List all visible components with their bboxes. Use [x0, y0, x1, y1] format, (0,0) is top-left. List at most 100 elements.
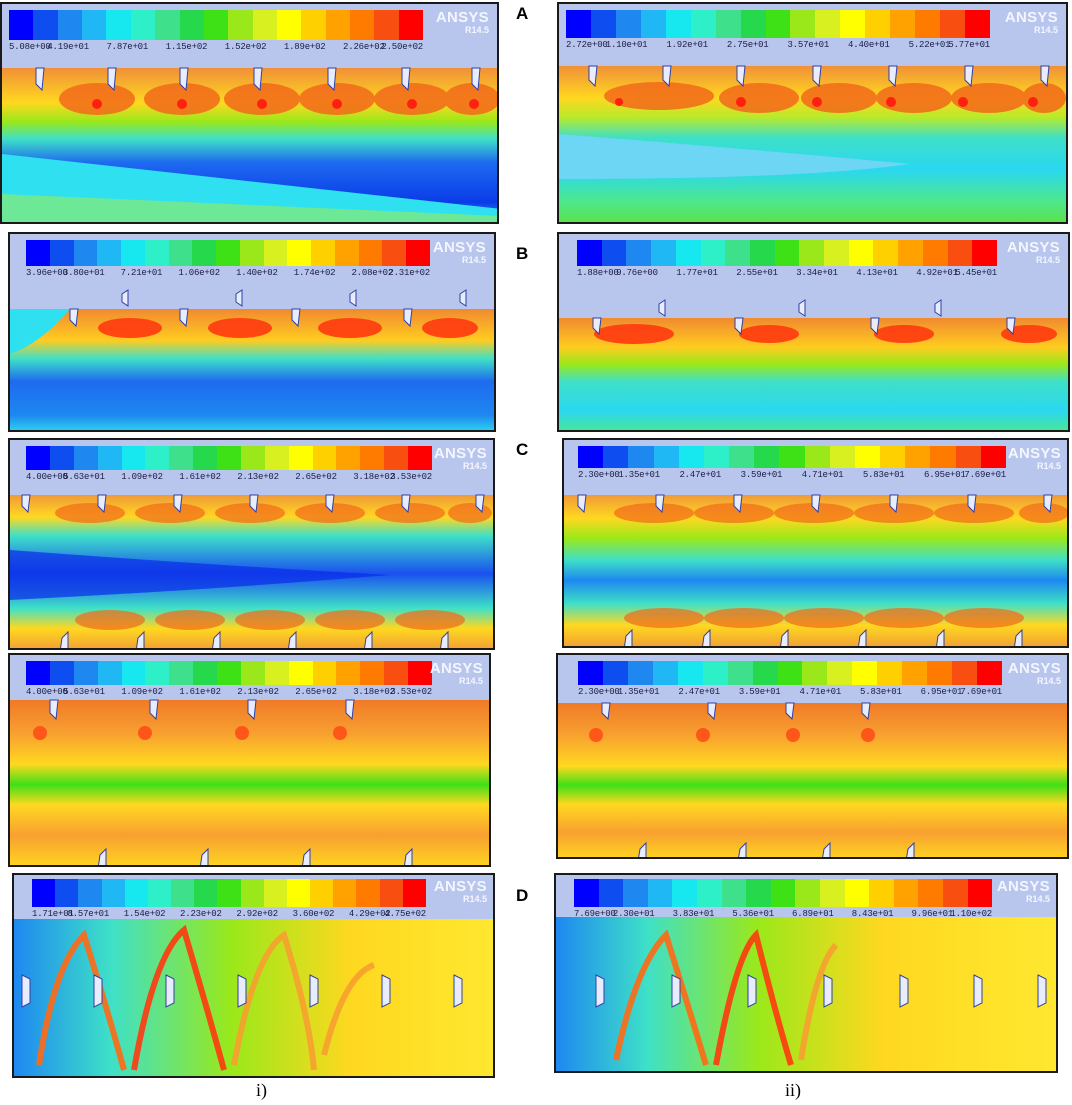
colorbar	[32, 879, 426, 907]
colorbar-swatch	[893, 879, 919, 907]
colorbar-swatch	[252, 10, 277, 40]
colorbar-swatch	[854, 446, 881, 468]
colorbar-tick-label: 4.19e+01	[47, 42, 89, 52]
colorbar-swatch	[652, 661, 678, 685]
colorbar-tick-label: 7.69e+00	[574, 909, 616, 919]
colorbar-tick-label: 2.30e+00	[578, 687, 620, 697]
colorbar-swatch	[336, 446, 361, 470]
colorbar-tick-labels: 3.96e+00 3.80e+01 7.21e+01 1.06e+02 1.40e+02…	[26, 268, 430, 279]
colorbar-swatch	[942, 879, 968, 907]
colorbar-swatch	[288, 446, 313, 470]
colorbar-tick-label: 1.35e+01	[617, 687, 660, 697]
colorbar-swatch	[977, 661, 1002, 685]
colorbar-swatch	[193, 446, 217, 470]
colorbar-swatch	[169, 446, 194, 470]
colorbar-swatch	[677, 661, 703, 685]
colorbar-swatch	[774, 240, 800, 266]
colorbar-swatch	[144, 240, 169, 266]
contour-panel-a-i: 5.08e+00 4.19e+01 7.87e+01 1.15e+02 1.52e+02…	[0, 2, 499, 224]
colorbar-swatch	[55, 879, 79, 907]
colorbar-tick-labels: 1.71e+01 8.57e+01 1.54e+02 2.23e+02 2.92e+02…	[32, 909, 426, 920]
colorbar-swatch	[97, 661, 122, 685]
contour-panel-c-ii-lower: 2.30e+00 1.35e+01 2.47e+01 3.59e+01 4.71e+01…	[556, 653, 1069, 859]
colorbar-swatch	[312, 446, 337, 470]
colorbar-tick-label: 4.71e+01	[801, 470, 844, 480]
colorbar-swatch	[228, 10, 253, 40]
colorbar-swatch	[360, 661, 385, 685]
velocity-contour-field	[558, 702, 1067, 857]
contour-panel-c-i-upper: 4.00e+00 5.63e+01 1.09e+02 1.61e+02 2.13e+02…	[8, 438, 495, 650]
colorbar-tick-label: 3.96e+00	[26, 268, 68, 278]
colorbar-swatch	[57, 10, 83, 40]
colorbar-swatch	[287, 240, 312, 266]
contour-panel-c-i-lower: 4.00e+00 5.63e+01 1.09e+02 1.61e+02 2.13e+02…	[8, 653, 491, 867]
colorbar-swatch	[73, 661, 98, 685]
colorbar-tick-label: 7.69e+01	[960, 687, 1002, 697]
ansys-logo: ANSYS R14.5	[429, 660, 483, 686]
colorbar-tick-label: 1.71e+01	[32, 909, 74, 919]
colorbar-tick-label: 2.31e+02	[388, 268, 430, 278]
colorbar-swatch	[398, 10, 424, 40]
colorbar-swatch	[264, 446, 289, 470]
colorbar-swatch	[678, 446, 704, 468]
colorbar-tick-label: 8.43e+01	[851, 909, 894, 919]
colorbar-swatch	[73, 446, 98, 470]
colorbar-swatch	[703, 446, 730, 468]
colorbar-swatch	[721, 879, 747, 907]
colorbar-swatch	[819, 879, 845, 907]
colorbar-tick-labels: 7.69e+00 2.30e+01 3.83e+01 5.36e+01 6.89e+01…	[574, 909, 992, 920]
colorbar-tick-label: 2.30e+01	[612, 909, 655, 919]
colorbar-swatch	[312, 661, 337, 685]
colorbar-tick-label: 2.13e+02	[237, 472, 279, 482]
colorbar-swatch	[603, 446, 629, 468]
colorbar-swatch	[169, 661, 194, 685]
colorbar-swatch	[880, 446, 906, 468]
colorbar-swatch	[192, 240, 217, 266]
colorbar-swatch	[26, 240, 50, 266]
colorbar-swatch	[360, 446, 385, 470]
colorbar-tick-label: 3.80e+01	[62, 268, 105, 278]
colorbar-swatch	[672, 879, 697, 907]
velocity-contour-field	[2, 67, 497, 222]
colorbar-swatch	[216, 240, 240, 266]
colorbar-swatch	[32, 879, 56, 907]
colorbar-swatch	[155, 10, 180, 40]
colorbar-swatch	[578, 446, 604, 468]
colorbar-tick-label: 2.23e+02	[180, 909, 222, 919]
colorbar-swatch	[955, 446, 981, 468]
colorbar-swatch	[382, 240, 407, 266]
colorbar-swatch	[869, 879, 894, 907]
colorbar-tick-label: 1.09e+02	[121, 472, 163, 482]
colorbar-swatch	[311, 240, 335, 266]
colorbar-swatch	[73, 240, 98, 266]
colorbar-swatch	[408, 661, 432, 685]
colorbar-swatch	[873, 240, 899, 266]
colorbar-tick-label: 1.77e+01	[676, 268, 718, 278]
colorbar-swatch	[804, 446, 830, 468]
colorbar-swatch	[827, 661, 853, 685]
colorbar-swatch	[240, 879, 264, 907]
ansys-logo: ANSYS R14.5	[1004, 9, 1058, 35]
ansys-logo: ANSYS R14.5	[1006, 239, 1060, 265]
colorbar-swatch	[623, 879, 648, 907]
colorbar-tick-labels: 1.88e+00 9.76e+00 1.77e+01 2.55e+01 3.34e+01…	[577, 268, 997, 279]
colorbar-swatch	[374, 10, 399, 40]
colorbar-tick-label: 3.59e+01	[740, 470, 783, 480]
colorbar-tick-labels: 2.30e+00 1.35e+01 2.47e+01 3.59e+01 4.71e+01…	[578, 687, 1002, 698]
colorbar-tick-label: 2.50e+02	[381, 42, 423, 52]
colorbar-tick-label: 4.29e+02	[348, 909, 391, 919]
colorbar-swatch	[602, 661, 628, 685]
colorbar	[578, 661, 1002, 685]
colorbar-tick-label: 3.53e+02	[390, 687, 432, 697]
colorbar-tick-label: 7.69e+01	[964, 470, 1006, 480]
colorbar-swatch	[193, 661, 217, 685]
colorbar-swatch	[965, 10, 990, 38]
colorbar-swatch	[168, 240, 193, 266]
colorbar-swatch	[566, 10, 591, 38]
ansys-logo: ANSYS R14.5	[433, 445, 487, 471]
colorbar	[566, 10, 990, 38]
colorbar-tick-label: 2.30e+00	[578, 470, 620, 480]
colorbar-tick-label: 2.13e+02	[237, 687, 279, 697]
colorbar-swatch	[408, 446, 432, 470]
colorbar-tick-label: 5.63e+01	[63, 472, 105, 482]
